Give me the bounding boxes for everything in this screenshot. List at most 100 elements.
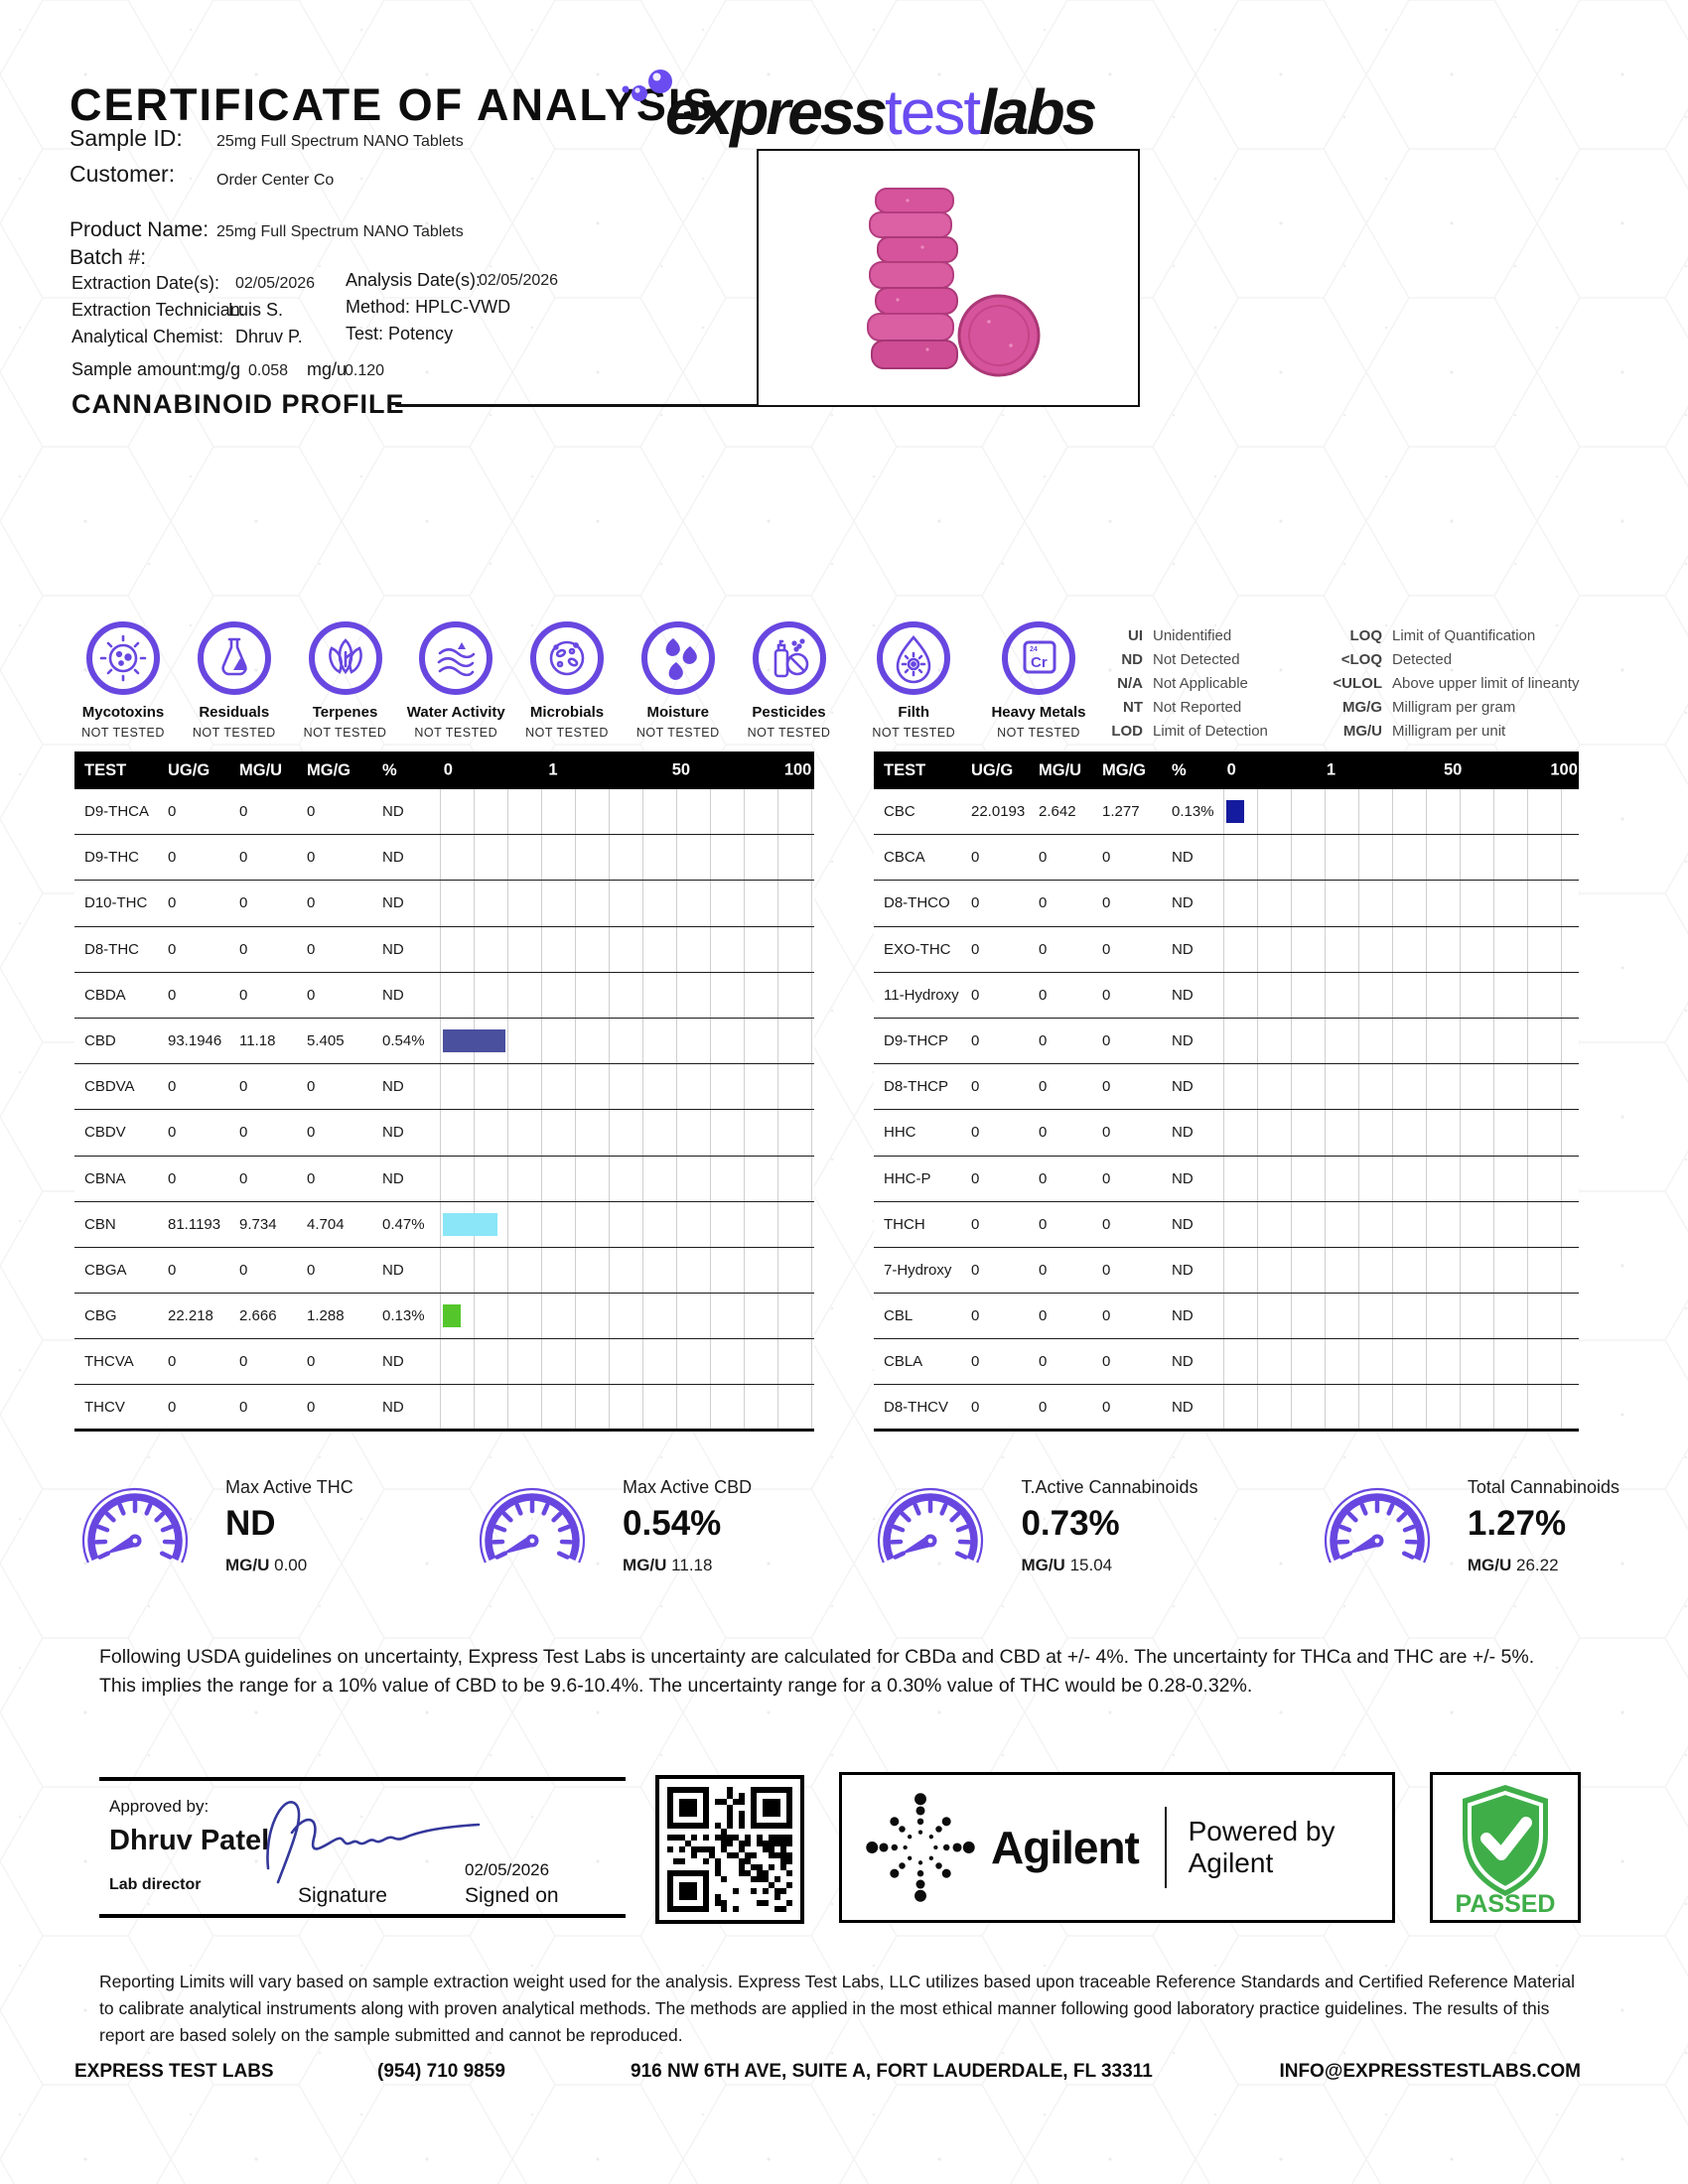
cell-test: 7-Hydroxy [884,1261,952,1279]
test-icon-status: NOT TESTED [525,726,609,740]
cell-test: CBCA [884,849,925,867]
header-ugg: UG/G [168,760,211,779]
cell-mgg: 0 [1102,1124,1111,1142]
table-row: CBCA 0 0 0 ND [874,835,1579,882]
mgg-label: mg/g [201,359,241,379]
legend-row: N/A Not Applicable [1107,675,1331,692]
cell-ugg: 0 [971,1398,980,1416]
cell-mgu: 0 [1039,1032,1048,1050]
cell-pct: ND [1172,1353,1194,1371]
cell-chart [1223,1064,1579,1110]
cell-mgg: 0 [1102,1307,1111,1325]
cell-chart [440,972,814,1018]
cell-pct: ND [1172,986,1194,1004]
header-ugg: UG/G [971,760,1014,779]
passed-shield-icon: PASSED [1456,1785,1555,1918]
table-row: CBDV 0 0 0 ND [74,1110,814,1157]
logo-test: test [884,76,981,148]
cell-test: D9-THCP [884,1032,949,1050]
table-row: D8-THC 0 0 0 ND [74,926,814,973]
pesticides-icon [752,620,827,696]
table-row: HHC 0 0 0 ND [874,1110,1579,1157]
cell-chart [1223,926,1579,972]
cell-mgu: 11.18 [239,1032,276,1050]
analytical-chemist-label: Analytical Chemist: [71,327,224,346]
cell-chart [440,1018,814,1064]
cell-mgg: 0 [307,1398,316,1416]
reporting-limits-text: Reporting Limits will vary based on samp… [99,1972,1576,2046]
table-row: CBC 22.0193 2.642 1.277 0.13% [874,789,1579,836]
cell-chart [440,926,814,972]
cell-ugg: 0 [971,849,980,867]
cannabinoid-profile-heading: CANNABINOID PROFILE [71,389,405,419]
agilent-starburst-icon [866,1793,975,1902]
cell-ugg: 0 [971,1032,980,1050]
cell-mgg: 0 [1102,894,1111,912]
cell-pct: ND [1172,1398,1194,1416]
table-row: EXO-THC 0 0 0 ND [874,926,1579,973]
test-icon-label: Microbials [529,704,605,721]
mycotoxins-icon [85,620,161,696]
cell-pct: ND [382,894,404,912]
cell-mgg: 0 [1102,1032,1111,1050]
test-icon-status: NOT TESTED [747,726,831,740]
scale-tick-label: 50 [1443,760,1463,779]
test-status-item: Residuals NOT TESTED [181,620,288,740]
analysis-date-label: Analysis Date(s): [346,270,482,290]
cell-chart [1223,881,1579,926]
cell-ugg: 0 [971,1124,980,1142]
cell-pct: ND [1172,1169,1194,1187]
cell-mgu: 0 [239,1169,248,1187]
legend-row: <ULOL Above upper limit of lineanty [1331,675,1584,692]
legend-desc: Limit of Quantification [1392,627,1536,644]
powered-by-agilent: Powered by Agilent [1188,1816,1336,1878]
product-name-label: Product Name: [70,218,210,241]
cell-pct: ND [382,940,404,958]
customer-label: Customer: [70,161,176,187]
sample-id-value: 25mg Full Spectrum NANO Tablets [216,133,464,150]
method-line: Method: HPLC-VWD [346,297,510,318]
gauge-title: Total Cannabinoids [1467,1477,1619,1497]
table-row: CBD 93.1946 11.18 5.405 0.54% [74,1018,814,1065]
cell-pct: ND [1172,849,1194,867]
cell-chart [1223,835,1579,881]
gauge-group: Max Active THC ND MG/U 0.00 [74,1475,353,1596]
table-row: HHC-P 0 0 0 ND [874,1156,1579,1202]
legend-row: UI Unidentified [1107,627,1331,644]
cell-ugg: 0 [168,1169,177,1187]
cell-test: CBN [84,1215,116,1233]
test-label: Test: [346,324,384,343]
gauge-icon [878,1487,984,1564]
gauge-group: Total Cannabinoids 1.27% MG/U 26.22 [1317,1475,1619,1596]
cell-mgg: 5.405 [307,1032,345,1050]
cell-pct: ND [382,986,404,1004]
residuals-icon [197,620,272,696]
cell-mgu: 0 [1039,1215,1048,1233]
gauge-unit-line: MG/U 11.18 [623,1556,752,1575]
cell-test: THCV [84,1398,125,1416]
cell-mgu: 0 [1039,1169,1048,1187]
scale-tick-label: 1 [1326,760,1336,779]
uncertainty-disclaimer: Following USDA guidelines on uncertainty… [99,1646,1535,1698]
cell-test: 11-Hydroxy [884,986,959,1004]
cell-ugg: 0 [168,986,177,1004]
cell-ugg: 22.0193 [971,803,1026,821]
cell-mgg: 0 [307,894,316,912]
legend-abbr: <LOQ [1340,651,1382,668]
approved-by-label: Approved by: [109,1797,210,1816]
extraction-technician-label: Extraction Technician: [71,300,245,320]
cell-chart [440,1110,814,1156]
test-icon-status: NOT TESTED [997,726,1080,740]
legend-desc: Unidentified [1153,627,1232,644]
cell-chart [1223,1247,1579,1294]
signature-label: Signature [298,1884,387,1907]
gauge-unit-line: MG/U 26.22 [1468,1556,1619,1575]
cell-mgu: 0 [1039,1398,1048,1416]
cell-mgu: 0 [1039,1307,1048,1325]
cell-mgu: 0 [239,1261,248,1279]
cell-chart [1223,1156,1579,1201]
test-icon-label: Mycotoxins [81,704,165,721]
cell-ugg: 0 [168,849,177,867]
cell-ugg: 0 [168,1398,177,1416]
header-pct: % [1172,760,1187,779]
